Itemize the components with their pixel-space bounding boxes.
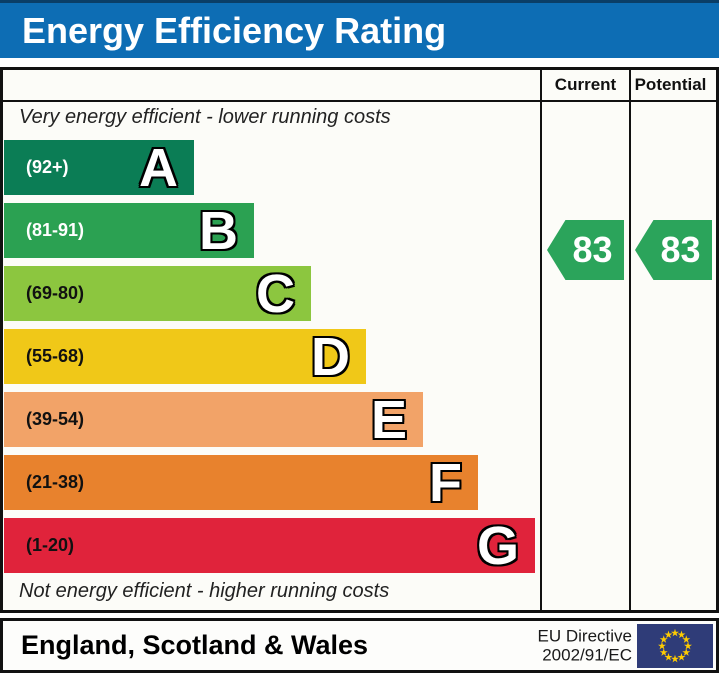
title-band: Energy Efficiency Rating	[0, 0, 719, 58]
bottom-caption: Not energy efficient - higher running co…	[19, 580, 390, 602]
potential-rating-arrow: 83	[635, 220, 712, 280]
band-g-range: (1-20)	[26, 535, 75, 555]
eu-flag-icon	[637, 623, 713, 668]
potential-rating-value: 83	[660, 229, 701, 270]
header-row-divider	[3, 100, 716, 102]
band-f-range: (21-38)	[26, 472, 85, 492]
page-title: Energy Efficiency Rating	[22, 9, 447, 51]
eu-directive-line2: 2002/91/EC	[542, 645, 632, 665]
band-g: (1-20) G	[4, 518, 535, 573]
current-rating-value: 83	[572, 229, 613, 270]
potential-column-header: Potential	[634, 75, 707, 94]
band-e-letter: E	[370, 389, 407, 450]
eu-directive-line1: EU Directive	[537, 625, 632, 645]
band-c-letter: C	[256, 263, 295, 324]
footer: England, Scotland & Wales EU Directive 2…	[0, 618, 719, 673]
current-column-divider	[540, 70, 542, 610]
band-c: (69-80) C	[4, 266, 311, 321]
band-b-letter: B	[199, 200, 238, 261]
region-label: England, Scotland & Wales	[21, 630, 369, 660]
eu-directive-label: EU Directive 2002/91/EC	[538, 626, 632, 665]
band-f: (21-38) F	[4, 455, 478, 510]
band-g-letter: G	[476, 515, 519, 576]
current-rating-arrow: 83	[547, 220, 624, 280]
rating-table: Current Potential Very energy efficient …	[0, 67, 719, 613]
band-f-letter: F	[429, 452, 462, 513]
top-caption: Very energy efficient - lower running co…	[19, 106, 391, 128]
potential-column-divider	[629, 70, 631, 610]
band-d-letter: D	[311, 326, 350, 387]
band-d-range: (55-68)	[26, 346, 85, 366]
band-b-range: (81-91)	[26, 220, 85, 240]
band-a: (92+) A	[4, 140, 194, 195]
band-c-range: (69-80)	[26, 283, 85, 303]
current-column-header: Current	[554, 75, 617, 94]
band-e: (39-54) E	[4, 392, 423, 447]
band-a-letter: A	[139, 137, 178, 198]
band-e-range: (39-54)	[26, 409, 85, 429]
band-d: (55-68) D	[4, 329, 366, 384]
band-a-range: (92+)	[26, 157, 69, 177]
band-b: (81-91) B	[4, 203, 254, 258]
